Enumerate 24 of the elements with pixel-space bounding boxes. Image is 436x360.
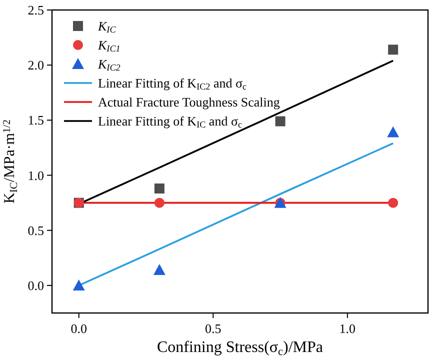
x-tick-label: 0.0 [70,321,87,336]
legend-label: K$_{IC2}$ [97,56,121,73]
y-tick-label: 2.0 [28,58,44,73]
y-tick-label: 1.5 [28,112,44,128]
point [388,44,398,55]
legend-label: K$_{IC}$ [97,18,117,35]
point [153,264,166,276]
y-tick-label: 0.5 [28,222,44,238]
x-axis-title: Confining Stress(σ$_{c}$)/MPa [156,339,324,358]
legend-label: K$_{IC1}$ [97,38,120,54]
legend-label: Linear Fitting of K$_{IC}$ and σ$_{c}$ [98,114,242,130]
x-tick-label: 0.5 [205,321,222,336]
y-tick-label: 0.0 [28,278,44,293]
point [154,198,164,208]
point [275,116,286,126]
point [72,279,85,290]
point [154,183,164,194]
legend-label: Actual Fracture Toughness Scaling [98,94,280,110]
x-tick-label: 1.0 [339,321,356,336]
y-tick-label: 1.0 [28,168,44,183]
point [388,198,398,208]
y-tick-label: 2.5 [28,2,44,18]
point [387,126,400,138]
legend-label: Linear Fitting of K$_{IC2}$ and σ$_{c}$ [98,76,247,92]
